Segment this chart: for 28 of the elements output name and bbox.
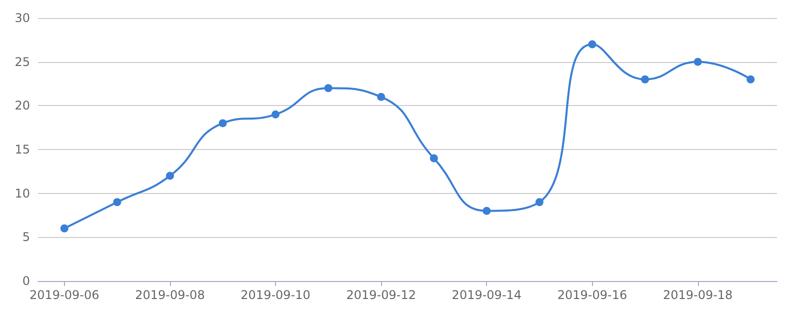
point: [482, 206, 491, 215]
y-tick-label: 0: [22, 274, 30, 288]
point: [218, 119, 227, 128]
x-tick-label: 2019-09-06: [30, 288, 100, 302]
point: [430, 154, 438, 162]
y-tick-label: 25: [14, 54, 30, 69]
y-tick-label: 15: [14, 142, 30, 156]
x-tick-label: 2019-09-18: [662, 288, 733, 302]
x-tick-label: 2019-09-10: [240, 288, 310, 302]
point: [641, 75, 650, 84]
x-tick-label: 2019-09-16: [557, 288, 628, 302]
point: [60, 224, 68, 232]
point: [694, 58, 702, 66]
point: [377, 92, 386, 101]
y-tick-label: 20: [14, 98, 30, 113]
point: [113, 198, 122, 206]
x-tick-label: 2019-09-12: [346, 288, 416, 302]
point: [324, 84, 332, 92]
y-tick-label: 5: [22, 230, 30, 244]
x-tick-label: 2019-09-08: [135, 288, 205, 302]
y-tick-label: 10: [14, 186, 30, 200]
point: [166, 172, 174, 180]
point: [272, 110, 280, 118]
x-tick-label: 2019-09-14: [452, 288, 522, 302]
y-tick-label: 30: [14, 11, 30, 25]
point: [535, 198, 544, 206]
point: [588, 40, 596, 48]
point: [746, 75, 755, 84]
